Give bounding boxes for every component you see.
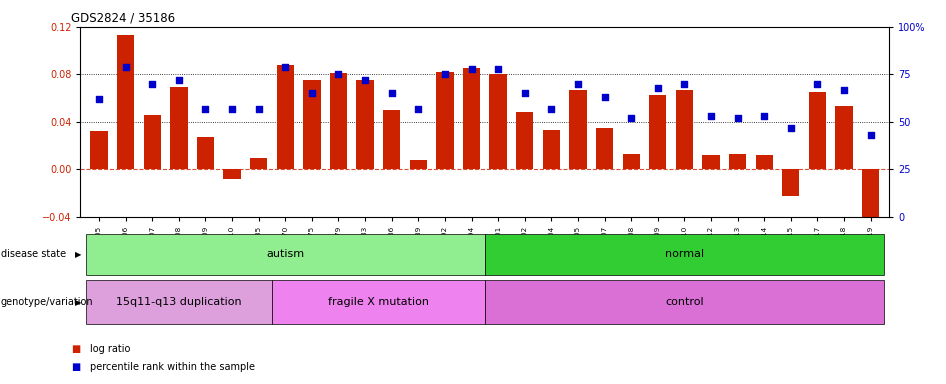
Text: GDS2824 / 35186: GDS2824 / 35186 — [71, 12, 175, 25]
Bar — [809, 92, 826, 169]
Text: ▶: ▶ — [75, 250, 81, 259]
Point — [278, 64, 293, 70]
Text: ▶: ▶ — [75, 298, 81, 307]
Point — [810, 81, 825, 87]
Bar — [144, 115, 161, 169]
Point — [783, 124, 798, 131]
Bar — [276, 65, 294, 169]
Text: ■: ■ — [71, 362, 80, 372]
Text: normal: normal — [665, 249, 704, 260]
Point — [676, 81, 692, 87]
Bar — [304, 80, 321, 169]
Bar — [543, 130, 560, 169]
Point — [411, 106, 426, 112]
Text: ■: ■ — [71, 344, 80, 354]
Bar — [782, 169, 799, 195]
Text: autism: autism — [266, 249, 305, 260]
Point — [118, 64, 133, 70]
Bar — [517, 113, 534, 169]
Point — [491, 66, 506, 72]
Point — [305, 90, 320, 96]
Point — [623, 115, 639, 121]
Bar — [649, 94, 666, 169]
Point — [198, 106, 213, 112]
Bar — [756, 155, 773, 169]
Bar — [117, 35, 134, 169]
Bar — [622, 154, 639, 169]
Bar — [357, 80, 374, 169]
Point — [331, 71, 346, 78]
Bar — [383, 110, 400, 169]
Point — [224, 106, 239, 112]
Bar — [250, 157, 268, 169]
Text: genotype/variation: genotype/variation — [1, 297, 94, 308]
Point — [171, 77, 186, 83]
Point — [597, 94, 612, 100]
Text: log ratio: log ratio — [90, 344, 131, 354]
Point — [863, 132, 878, 138]
Point — [464, 66, 479, 72]
Text: 15q11-q13 duplication: 15q11-q13 duplication — [116, 297, 241, 308]
Bar — [862, 169, 879, 235]
Point — [517, 90, 533, 96]
Bar — [223, 169, 240, 179]
Bar — [330, 73, 347, 169]
Point — [650, 84, 665, 91]
Point — [570, 81, 586, 87]
Bar — [197, 137, 214, 169]
Point — [358, 77, 373, 83]
Point — [730, 115, 745, 121]
Point — [757, 113, 772, 119]
Bar — [702, 155, 720, 169]
Bar — [463, 68, 481, 169]
Text: fragile X mutation: fragile X mutation — [328, 297, 429, 308]
Bar — [436, 72, 453, 169]
Bar — [170, 88, 187, 169]
Point — [145, 81, 160, 87]
Bar — [835, 106, 852, 169]
Text: disease state: disease state — [1, 249, 66, 260]
Point — [544, 106, 559, 112]
Point — [92, 96, 107, 102]
Point — [437, 71, 452, 78]
Text: percentile rank within the sample: percentile rank within the sample — [90, 362, 254, 372]
Bar — [596, 128, 613, 169]
Bar — [569, 90, 587, 169]
Point — [836, 86, 851, 93]
Bar — [410, 160, 427, 169]
Bar — [675, 90, 693, 169]
Bar — [729, 154, 746, 169]
Point — [251, 106, 266, 112]
Bar — [489, 74, 507, 169]
Bar — [91, 131, 108, 169]
Point — [704, 113, 719, 119]
Text: control: control — [665, 297, 704, 308]
Point — [384, 90, 399, 96]
